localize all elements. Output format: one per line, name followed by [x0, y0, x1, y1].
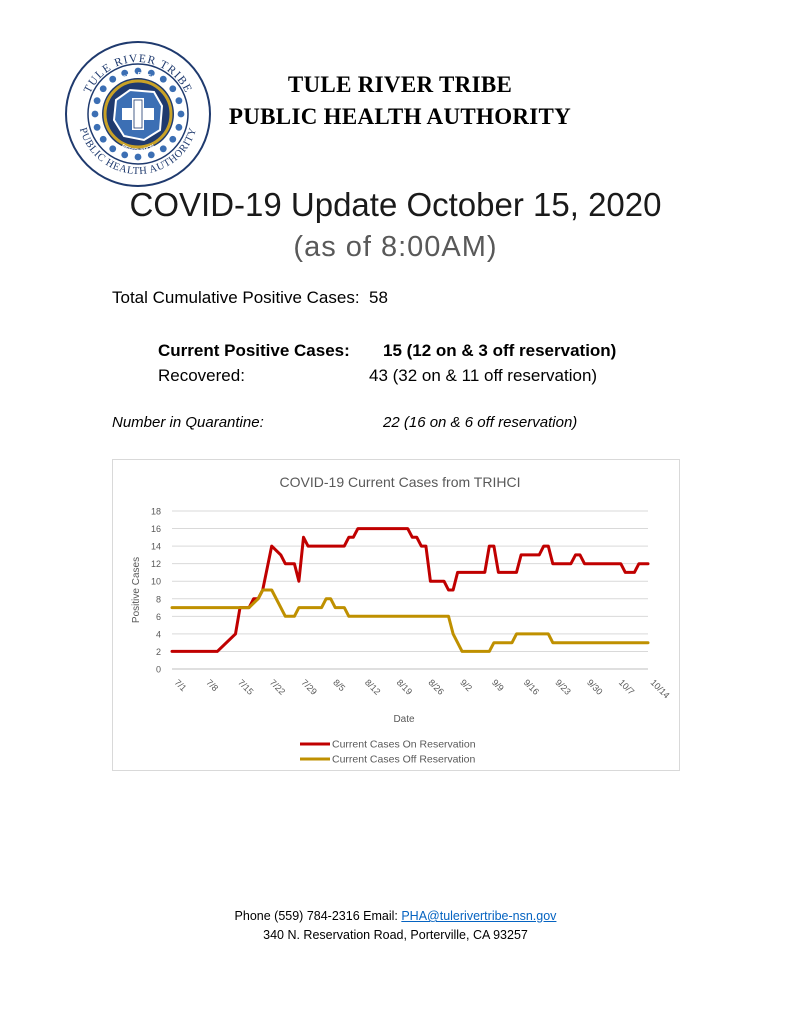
- seal-figure: [177, 110, 185, 118]
- quarantine-value: 22 (16 on & 6 off reservation): [383, 414, 578, 431]
- seal-figure: [147, 69, 155, 77]
- y-tick-label: 14: [151, 542, 161, 552]
- y-tick-label: 0: [156, 665, 161, 675]
- x-tick-label: 9/2: [458, 677, 474, 693]
- y-tick-label: 2: [156, 647, 161, 657]
- footer-phone: Phone (559) 784-2316 Email:: [234, 909, 402, 923]
- x-axis-label: Date: [393, 714, 415, 725]
- x-tick-label: 7/8: [204, 677, 220, 693]
- series-line-1: [170, 527, 650, 653]
- y-tick-label: 18: [151, 507, 161, 517]
- current-cases-value: 15 (12 on & 3 off reservation): [383, 341, 617, 360]
- x-tick-label: 9/23: [553, 677, 572, 696]
- total-cases-value: 58: [369, 288, 388, 307]
- x-tick-label: 8/12: [363, 677, 382, 696]
- x-tick-label: 7/15: [236, 677, 255, 696]
- page-title: COVID-19 Update October 15, 2020: [129, 186, 662, 223]
- seal-figure: [99, 85, 107, 93]
- footer-address: 340 N. Reservation Road, Porterville, CA…: [263, 928, 528, 942]
- seal-figure: [99, 135, 107, 143]
- seal-figure: [93, 123, 101, 131]
- total-cases-label: Total Cumulative Positive Cases:: [112, 288, 360, 307]
- email-link[interactable]: PHA@tulerivertribe-nsn.gov: [401, 909, 557, 923]
- y-tick-label: 16: [151, 524, 161, 534]
- y-tick-label: 6: [156, 612, 161, 622]
- seal-figure: [159, 75, 167, 83]
- chart-container: COVID-19 Current Cases from TRIHCI 0 2 4 6 8 1…: [112, 459, 680, 771]
- seal-figure: [109, 145, 117, 153]
- svg-text:RESERVATION: RESERVATION: [120, 143, 156, 154]
- y-tick-label: 8: [156, 594, 161, 604]
- seal-figure: [147, 151, 155, 159]
- x-tick-label: 7/22: [268, 677, 287, 696]
- page-subtitle: (as of 8:00AM): [293, 231, 498, 263]
- org-name-line2: PUBLIC HEALTH AUTHORITY: [228, 104, 572, 129]
- y-axis-label: Positive Cases: [131, 557, 142, 623]
- seal-figure: [169, 85, 177, 93]
- current-cases-label: Current Positive Cases:: [158, 341, 350, 360]
- x-tick-label: 8/26: [426, 677, 445, 696]
- x-tick-label: 9/30: [585, 677, 604, 696]
- quarantine-label: Number in Quarantine:: [112, 414, 264, 431]
- seal-figure: [93, 97, 101, 105]
- x-tick-label: 7/1: [173, 677, 189, 693]
- seal-figure: [134, 67, 142, 75]
- legend-label-1: Current Cases On Reservation: [332, 739, 476, 751]
- seal-figure: [159, 145, 167, 153]
- series-line-2: [170, 588, 650, 653]
- x-tick-label: 9/9: [490, 677, 506, 693]
- line-chart: COVID-19 Current Cases from TRIHCI 0 2 4 6 8 1…: [131, 474, 672, 766]
- y-tick-label: 10: [151, 577, 161, 587]
- seal-figure: [134, 153, 142, 161]
- legend-label-2: Current Cases Off Reservation: [332, 754, 476, 766]
- footer-contact: Phone (559) 784-2316 Email: PHA@tulerive…: [0, 909, 791, 923]
- tribe-seal-logo: TULE RIVER TRIBE PUBLIC HEALTH AUTHORITY…: [65, 41, 211, 187]
- y-tick-label: 12: [151, 559, 161, 569]
- chart-title: COVID-19 Current Cases from TRIHCI: [280, 474, 521, 490]
- svg-text:TULE RIVER: TULE RIVER: [121, 72, 156, 82]
- seal-figure: [175, 123, 183, 131]
- x-tick-label: 7/29: [300, 677, 319, 696]
- y-tick-label: 4: [156, 629, 161, 639]
- x-tick-label: 10/14: [649, 677, 672, 700]
- org-name-line1: TULE RIVER TRIBE: [287, 72, 513, 97]
- seal-figure: [91, 110, 99, 118]
- recovered-label: Recovered:: [158, 366, 245, 385]
- recovered-value: 43 (32 on & 11 off reservation): [369, 366, 598, 385]
- x-tick-label: 8/5: [331, 677, 347, 693]
- seal-figure: [121, 151, 129, 159]
- x-tick-label: 8/19: [395, 677, 414, 696]
- seal-figure: [121, 69, 129, 77]
- x-tick-label: 9/16: [522, 677, 541, 696]
- seal-figure: [169, 135, 177, 143]
- seal-figure: [175, 97, 183, 105]
- total-cases-line: Total Cumulative Positive Cases: 58: [112, 288, 388, 308]
- x-tick-label: 10/7: [617, 677, 636, 696]
- seal-figure: [109, 75, 117, 83]
